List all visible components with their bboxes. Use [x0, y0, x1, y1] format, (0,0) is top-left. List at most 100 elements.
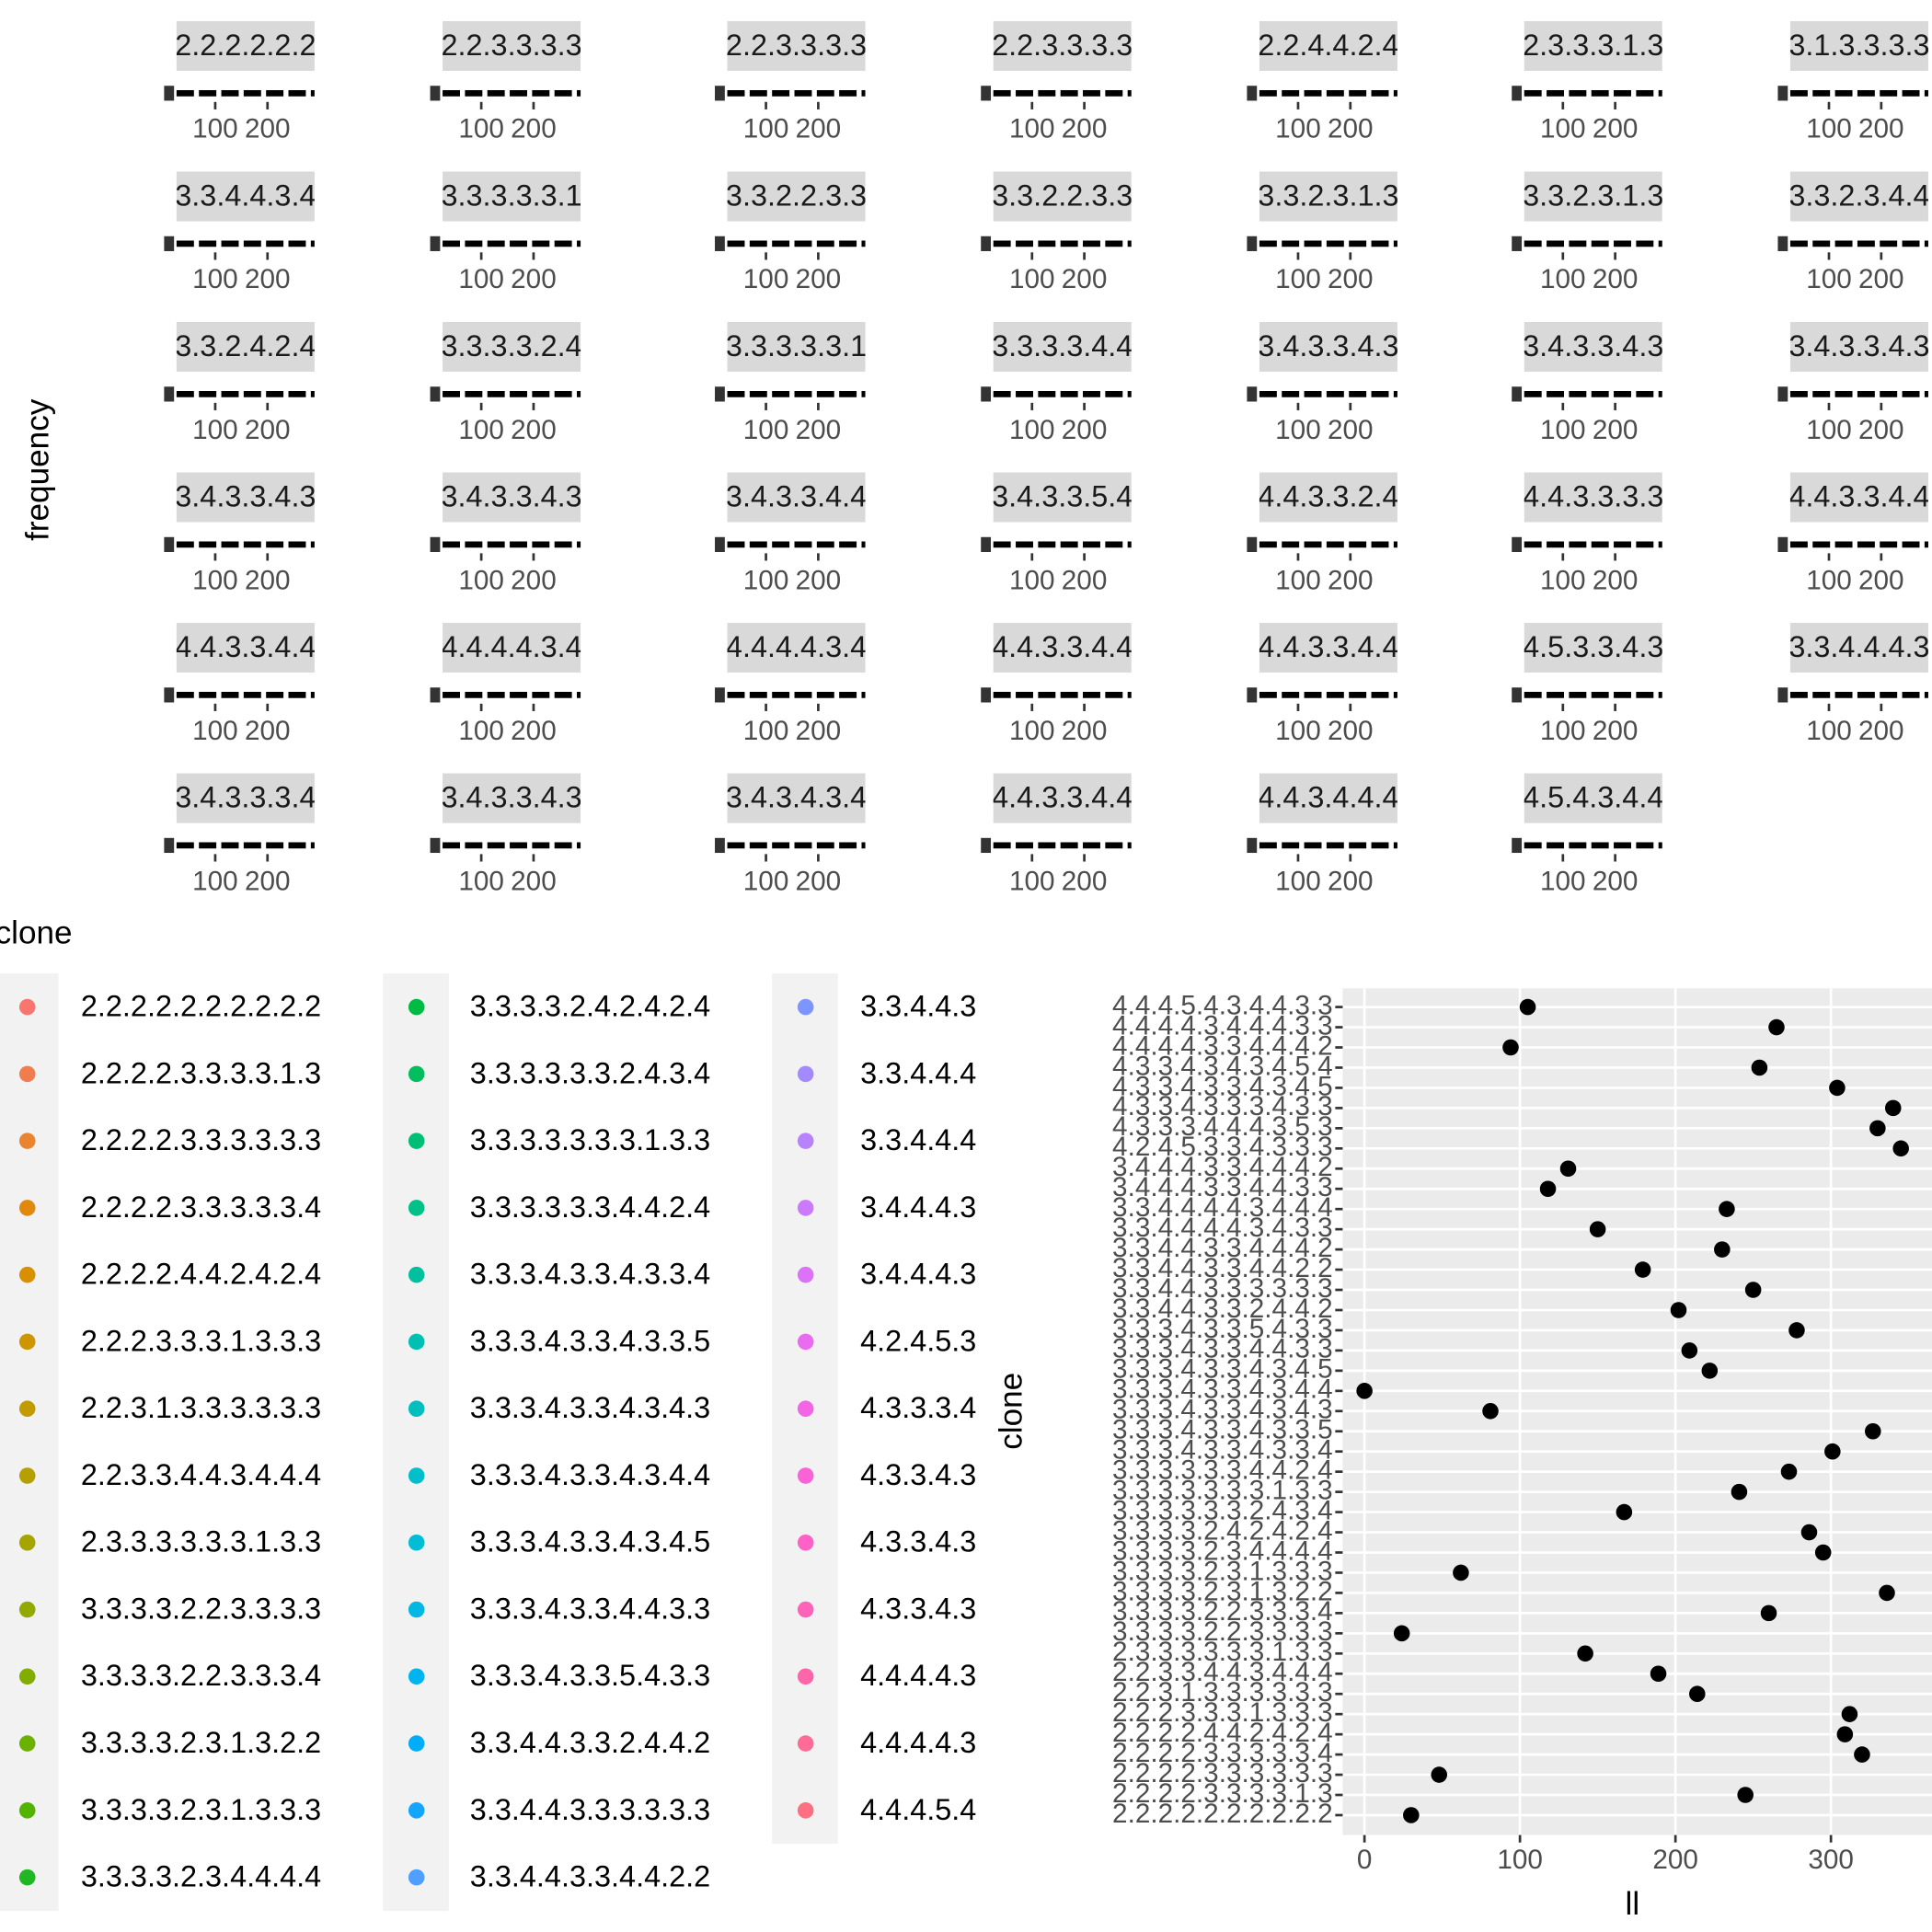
facet-strip: [1524, 472, 1662, 523]
legend-key: [408, 1400, 425, 1417]
y-tick-label: 2.2.2.2.3.3.3.3.3.3: [1112, 1758, 1333, 1788]
facet-strip: [1259, 623, 1397, 673]
facet-x-tick-label: 200: [1062, 415, 1108, 445]
facet-x-tick-label: 200: [511, 565, 557, 595]
facet-strip-label: 2.2.2.2.4.4.2.4.2.4: [1208, 29, 1448, 62]
facet-strip: [727, 623, 866, 673]
legend-key: [18, 1601, 36, 1618]
legend-label: 3.3.3.4.3.3.5.4.3.3: [470, 1659, 710, 1692]
facet-strip: [443, 623, 581, 673]
facet-y-axis: [164, 687, 175, 703]
facet-strip: [176, 20, 315, 72]
legend-label: 4.4.4.5.4.3.4.4.3.3: [860, 1793, 1100, 1826]
facet-strip-label: 3.3.3.4.3.3.5.4.3.3: [942, 479, 1182, 512]
facet-strip-label: 2.2.2.2.3.3.3.3.3.3: [676, 29, 916, 62]
point: [1403, 1807, 1420, 1823]
y-tick-label: 3.3.3.4.3.3.4.3.3.5: [1112, 1415, 1333, 1445]
y-tick-label: 2.2.3.1.3.3.3.3.3.3: [1112, 1677, 1333, 1708]
facet-y-axis: [981, 837, 992, 854]
facet-y-axis: [164, 86, 175, 101]
facet-strip-label: 3.3.4.4.4.4.3.4.4.4: [676, 630, 916, 663]
facet-strip: [727, 322, 866, 373]
facet-x-tick-label: 200: [511, 114, 557, 144]
point: [1737, 1787, 1754, 1803]
facet-x-tick-label: 200: [1593, 716, 1639, 746]
y-tick-label: 4.3.3.3.4.4.4.3.5.3: [1112, 1111, 1333, 1142]
legend-key: [18, 1266, 36, 1283]
facet-y-axis: [430, 86, 441, 101]
point: [1841, 1706, 1858, 1722]
facet-x-tick-label: 100: [1806, 415, 1852, 445]
facet-strip: [1524, 773, 1662, 823]
facet-x-tick-label: 100: [1275, 716, 1321, 746]
facet-x-tick-label: 200: [1593, 114, 1639, 144]
facet-strip-label: 4.3.3.4.3.4.3.4.5.4: [676, 780, 916, 813]
point: [1519, 998, 1536, 1016]
facet-x-tick-label: 100: [458, 415, 504, 445]
legend-key: [408, 1333, 425, 1351]
point: [1879, 1584, 1895, 1602]
y-tick-label: 3.3.3.3.2.4.2.4.2.4: [1112, 1515, 1333, 1546]
facet-strip: [727, 171, 866, 222]
facet-strip-label: 4.2.4.5.3.3.4.3.3.3: [1473, 630, 1713, 663]
facet-y-axis: [430, 386, 441, 402]
facet-x-tick-label: 100: [743, 114, 789, 144]
x-tick-label: 100: [1497, 1845, 1543, 1875]
facet-y-axis: [715, 536, 725, 552]
point: [1788, 1322, 1805, 1339]
legend-label: 2.2.2.2.3.3.3.3.3.4: [81, 1190, 321, 1224]
legend-label: 3.3.3.4.3.3.4.3.4.3: [470, 1391, 710, 1424]
facet-x-tick-label: 100: [1540, 114, 1586, 144]
facet-x-tick-label: 100: [743, 565, 789, 595]
facet-y-axis: [1247, 236, 1258, 251]
y-tick-label: 3.3.4.4.3.3.4.4.4.2: [1112, 1233, 1333, 1263]
legend-label: 2.2.2.2.3.3.3.3.3.3: [81, 1123, 321, 1156]
facet-x-tick-label: 100: [1009, 716, 1055, 746]
point: [1714, 1241, 1731, 1258]
facet-x-tick-label: 200: [796, 114, 842, 144]
facet-strip-label: 3.3.3.4.3.3.4.3.4.5: [391, 479, 631, 512]
facet-strip: [727, 472, 866, 523]
facet-strip: [727, 20, 866, 72]
facet-y-axis: [164, 236, 175, 251]
y-tick-label: 2.3.3.3.3.3.3.1.3.3: [1112, 1637, 1333, 1667]
facet-strip: [1259, 472, 1397, 523]
facet-x-tick-label: 100: [1540, 866, 1586, 896]
y-tick-label: 3.3.3.3.2.3.4.4.4.4: [1112, 1535, 1333, 1566]
y-tick-label: 4.3.3.4.3.3.3.4.3.3: [1112, 1091, 1333, 1121]
facet-y-axis: [715, 837, 725, 854]
facet-strip-label: 3.3.3.3.2.2.3.3.3.3: [676, 178, 916, 212]
facet-strip: [1789, 623, 1928, 673]
facet-strip: [176, 773, 315, 823]
legend-key: [797, 1668, 814, 1685]
y-tick-label: 2.2.3.3.4.4.3.4.4.4: [1112, 1657, 1333, 1687]
legend-key: [18, 1802, 36, 1819]
legend-label: 3.4.4.4.3.3.4.4.3.3: [860, 1190, 1100, 1224]
legend-label: 3.3.4.4.4.4.3.4.3.3: [860, 1056, 1100, 1089]
point: [1559, 1160, 1577, 1178]
y-tick-label: 3.3.3.3.2.3.1.3.3.3: [1112, 1556, 1333, 1586]
facet-x-tick-label: 100: [1275, 264, 1321, 294]
legend-label: 3.3.3.4.3.3.4.3.3.5: [470, 1324, 710, 1357]
facet-y-axis: [1512, 536, 1523, 552]
legend-label: 3.3.3.3.3.3.2.4.3.4: [470, 1056, 710, 1089]
facet-x-tick-label: 200: [245, 264, 291, 294]
legend-label: 4.4.4.4.3.3.4.4.4.2: [860, 1659, 1100, 1692]
facet-strip-label: 2.3.3.3.3.3.3.1.3.3: [391, 178, 631, 212]
point: [1854, 1746, 1870, 1763]
y-tick-label: 3.3.4.4.3.3.2.4.4.2: [1112, 1294, 1333, 1324]
facet-strip-label: 3.3.3.4.3.3.4.3.3.4: [1208, 329, 1448, 362]
legend-label: 3.3.3.3.2.3.1.3.3.3: [81, 1793, 321, 1826]
facet-strip: [1524, 20, 1662, 72]
facet-strip: [176, 623, 315, 673]
legend-label: 3.3.3.3.2.3.1.3.2.2: [81, 1726, 321, 1759]
facet-x-tick-label: 200: [245, 415, 291, 445]
legend-key: [18, 1735, 36, 1752]
facet-x-tick-label: 100: [1806, 716, 1852, 746]
facet-y-axis: [715, 687, 725, 703]
y-tick-label: 3.3.3.3.2.2.3.3.3.3: [1112, 1616, 1333, 1647]
legend-label: 3.3.4.4.3.3.2.4.4.2: [470, 1726, 710, 1759]
facet-strip-label: 4.3.3.3.4.4.4.3.5.3: [1739, 630, 1932, 663]
legend-key: [408, 1802, 425, 1819]
